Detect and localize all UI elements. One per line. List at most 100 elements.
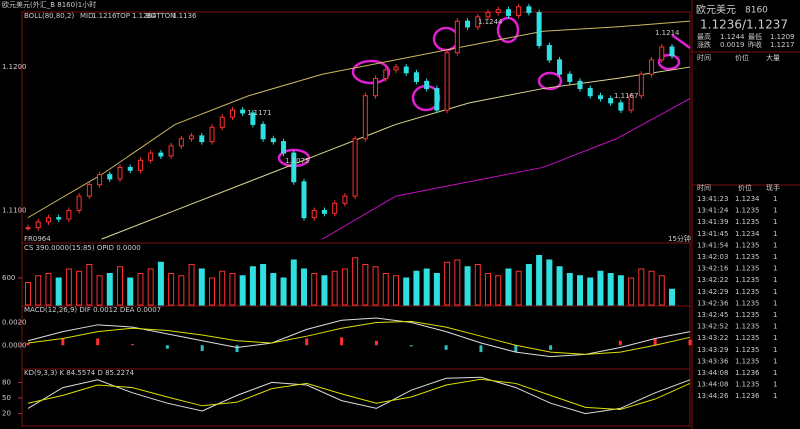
tick-cell: 1 <box>773 299 777 307</box>
volume-bar <box>321 275 328 306</box>
kd-d <box>27 378 691 410</box>
candle <box>35 221 41 229</box>
tick-cell: 1.1235 <box>735 311 760 319</box>
volume-bar <box>587 277 594 306</box>
candle <box>260 123 266 140</box>
candle <box>454 20 460 54</box>
tick-cell: 13:44:08 <box>697 381 728 389</box>
legend-value: BOTTOM <box>146 12 176 20</box>
annotation: 1.1171 <box>247 109 272 117</box>
volume-bar <box>658 275 665 306</box>
tick-cell: 13:42:52 <box>697 323 728 331</box>
candle <box>618 102 624 111</box>
candle <box>270 138 276 143</box>
candle <box>240 109 246 114</box>
volume-bar <box>433 273 440 306</box>
volume-bar <box>413 270 420 306</box>
volume-bar <box>311 273 318 306</box>
volume-bar <box>219 270 226 306</box>
volume-bar <box>168 273 175 306</box>
candle <box>117 166 123 180</box>
candle <box>342 195 348 204</box>
tick-cell: 13:42:29 <box>697 288 728 296</box>
legend-value: MID <box>80 12 94 20</box>
legend-value: 1.1136 <box>172 12 197 20</box>
candle <box>567 73 573 82</box>
candle <box>393 66 399 71</box>
stat: 1.1244 <box>720 33 745 41</box>
stat: 1.1217 <box>770 41 795 49</box>
tick-cell: 1 <box>773 323 777 331</box>
y-tick-label: 80 <box>2 378 11 386</box>
tick-cell: 1 <box>773 288 777 296</box>
tick-cell: 13:41:24 <box>697 207 729 215</box>
volume-bar <box>423 268 430 306</box>
candle <box>158 152 164 157</box>
candle <box>25 227 31 230</box>
candle <box>45 217 51 223</box>
volume-bar <box>229 273 236 306</box>
volume-bar <box>45 273 52 306</box>
annotation: 1.1214 <box>655 29 680 37</box>
volume-bar <box>178 275 185 306</box>
tick-cell: 1.1235 <box>735 357 760 365</box>
volume-bar <box>35 275 42 306</box>
column-head: 价位 <box>738 183 752 192</box>
candle <box>321 209 327 214</box>
candle <box>597 95 603 100</box>
volume-bar <box>617 275 624 306</box>
footer: FR0964 <box>24 235 51 243</box>
candle <box>495 9 501 14</box>
y-tick-label: 0.0000 <box>2 341 27 349</box>
volume-bar <box>474 264 481 306</box>
volume-bar <box>444 261 451 306</box>
tick-cell: 13:44:08 <box>697 369 728 377</box>
tick-cell: 1 <box>773 241 777 249</box>
volume-bar <box>607 273 614 306</box>
annotation: 1.1244 <box>478 18 503 26</box>
stat: 涨跌 <box>697 40 711 49</box>
volume-bar <box>403 277 410 306</box>
candle <box>281 141 287 154</box>
candle <box>362 95 368 140</box>
tick-cell: 13:41:45 <box>697 230 728 238</box>
volume-bar <box>280 277 287 306</box>
volume-bar <box>249 266 256 306</box>
tick-cell: 1 <box>773 276 777 284</box>
volume-bar <box>352 257 359 306</box>
tick-cell: 1 <box>773 357 777 365</box>
volume-bar <box>505 268 512 306</box>
volume-bar <box>525 264 532 306</box>
stat: 最低 <box>748 32 762 41</box>
volume-bar <box>372 266 379 306</box>
tick-cell: 1.1234 <box>735 230 760 238</box>
volume-bar <box>188 264 195 306</box>
candle <box>127 166 133 171</box>
volume-bar <box>106 273 113 306</box>
tick-cell: 1.1235 <box>735 218 760 226</box>
volume-bar <box>393 275 399 306</box>
volume-bar <box>209 277 215 306</box>
tick-cell: 13:41:54 <box>697 241 729 249</box>
candle <box>659 46 665 61</box>
volume-bar <box>147 268 154 306</box>
volume-bar <box>55 277 62 306</box>
tick-cell: 13:44:26 <box>697 392 729 400</box>
candle <box>219 116 225 128</box>
candle <box>516 6 522 16</box>
candle <box>332 202 338 214</box>
stat: 昨收 <box>748 40 762 49</box>
stat: 最高 <box>697 32 711 41</box>
panel-code: 8160 <box>745 6 768 16</box>
tick-cell: 1 <box>773 311 777 319</box>
tick-cell: 1.1235 <box>735 323 760 331</box>
volume-bar <box>382 273 389 306</box>
tick-cell: 13:43:36 <box>697 357 729 365</box>
boll-upper <box>27 20 691 219</box>
annotation: 1.1075 <box>285 157 310 165</box>
candle <box>536 12 542 47</box>
volume-bar <box>485 273 491 306</box>
volume-bar <box>454 259 461 306</box>
